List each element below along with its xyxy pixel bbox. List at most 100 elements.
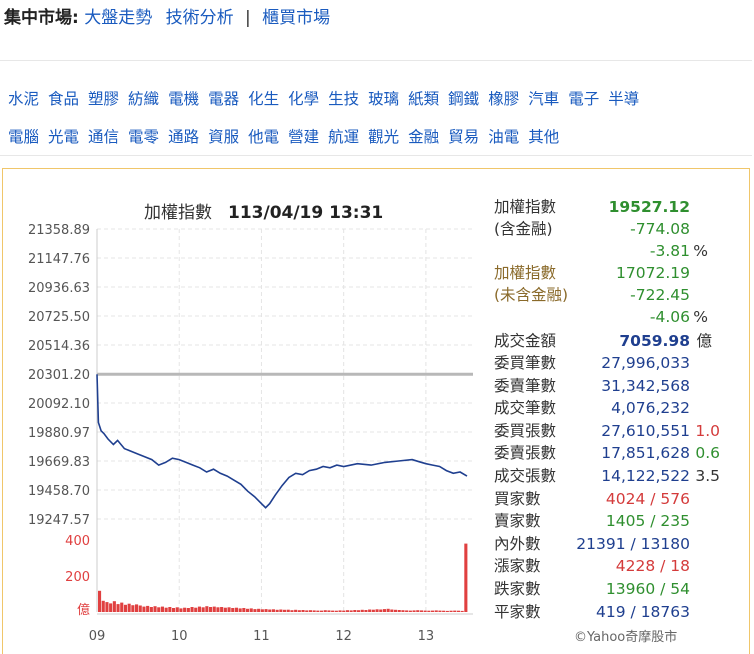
volume-bar bbox=[320, 610, 324, 612]
category-link[interactable]: 鋼鐵 bbox=[448, 90, 480, 108]
volume-bar bbox=[308, 610, 312, 612]
volume-bar bbox=[460, 610, 464, 612]
stat-row: 內外數 21391 / 13180 bbox=[494, 533, 724, 555]
volume-bar bbox=[331, 610, 335, 612]
volume-axis: 400 200 億 bbox=[65, 534, 90, 618]
ex-fin-row: 加權指數 17072.19 bbox=[494, 262, 724, 284]
category-link[interactable]: 化生 bbox=[248, 90, 280, 108]
volume-bar bbox=[286, 609, 290, 612]
category-link[interactable]: 水泥 bbox=[8, 90, 40, 108]
category-link[interactable]: 食品 bbox=[48, 90, 80, 108]
link-technical-analysis[interactable]: 技術分析 bbox=[165, 8, 234, 28]
volume-bar bbox=[216, 607, 220, 612]
category-link[interactable]: 其他 bbox=[528, 128, 560, 146]
y-tick-label: 19247.57 bbox=[28, 513, 90, 528]
y-tick-label: 19880.97 bbox=[28, 426, 90, 441]
stat-value: 4228 / 18 bbox=[615, 557, 690, 576]
x-tick-label: 09 bbox=[89, 629, 106, 644]
category-link[interactable]: 紙類 bbox=[408, 90, 440, 108]
category-link[interactable]: 油電 bbox=[488, 128, 520, 146]
volume-bar bbox=[164, 607, 168, 612]
category-link[interactable]: 電機 bbox=[168, 90, 200, 108]
stat-ratio: 1.0 bbox=[695, 421, 720, 440]
volume-bar bbox=[260, 609, 264, 612]
category-link[interactable]: 汽車 bbox=[528, 90, 560, 108]
stat-row: 成交張數 14,122,522 3.5 bbox=[494, 465, 724, 487]
volume-bar bbox=[316, 610, 320, 612]
volume-tick-label: 400 bbox=[65, 534, 90, 549]
volume-bar bbox=[242, 608, 246, 612]
volume-bar bbox=[371, 609, 375, 612]
volume-bar bbox=[234, 607, 238, 612]
category-link[interactable]: 電腦 bbox=[8, 128, 40, 146]
volume-bar bbox=[201, 607, 205, 612]
index-panel bbox=[2, 168, 750, 654]
category-link[interactable]: 電子 bbox=[568, 90, 600, 108]
volume-bar bbox=[442, 610, 446, 612]
category-link[interactable]: 觀光 bbox=[368, 128, 400, 146]
category-link[interactable]: 玻璃 bbox=[368, 90, 400, 108]
volume-bar bbox=[264, 609, 268, 612]
category-link[interactable]: 電零 bbox=[128, 128, 160, 146]
x-tick-label: 13 bbox=[418, 629, 435, 644]
market-nav: 集中市場: 大盤走勢 技術分析 | 櫃買市場 bbox=[4, 6, 330, 30]
taiex-value: 19527.12 bbox=[608, 198, 690, 216]
volume-bar bbox=[427, 610, 431, 612]
category-link[interactable]: 航運 bbox=[328, 128, 360, 146]
volume-tick-label: 200 bbox=[65, 570, 90, 585]
volume-bar bbox=[268, 609, 272, 612]
volume-bar bbox=[105, 602, 109, 612]
stat-row: 委買張數 27,610,551 1.0 bbox=[494, 420, 724, 442]
link-market-trend[interactable]: 大盤走勢 bbox=[84, 8, 153, 28]
category-link[interactable]: 貿易 bbox=[448, 128, 480, 146]
volume-bar bbox=[183, 607, 187, 612]
ex-fin-pct-row: -4.06 % bbox=[494, 306, 724, 328]
volume-bar bbox=[271, 609, 275, 612]
taiex-change-row: (含金融) -774.08 bbox=[494, 218, 724, 240]
category-link[interactable]: 營建 bbox=[288, 128, 320, 146]
chart-timestamp: 113/04/19 13:31 bbox=[228, 203, 383, 223]
category-link[interactable]: 資服 bbox=[208, 128, 240, 146]
volume-bar bbox=[357, 610, 361, 612]
category-link[interactable]: 通信 bbox=[88, 128, 120, 146]
volume-bar bbox=[397, 610, 401, 612]
stat-row: 成交筆數 4,076,232 bbox=[494, 397, 724, 419]
taiex-change: -774.08 bbox=[630, 220, 690, 238]
turnover-value: 7059.98 bbox=[619, 332, 690, 350]
stat-row: 跌家數 13960 / 54 bbox=[494, 578, 724, 600]
y-tick-label: 21358.89 bbox=[28, 223, 90, 238]
copyright: ©Yahoo奇摩股市 bbox=[574, 630, 678, 645]
volume-bar bbox=[179, 608, 183, 612]
category-link[interactable]: 橡膠 bbox=[488, 90, 520, 108]
link-otc-market[interactable]: 櫃買市場 bbox=[262, 8, 331, 28]
stat-value: 1405 / 235 bbox=[605, 512, 690, 531]
volume-bar bbox=[431, 610, 435, 612]
x-tick-label: 10 bbox=[171, 629, 188, 644]
category-link[interactable]: 半導 bbox=[608, 90, 640, 108]
category-link[interactable]: 他電 bbox=[248, 128, 280, 146]
volume-bar bbox=[275, 609, 279, 612]
category-link[interactable]: 塑膠 bbox=[88, 90, 120, 108]
category-link[interactable]: 光電 bbox=[48, 128, 80, 146]
category-link[interactable]: 化學 bbox=[288, 90, 320, 108]
category-link[interactable]: 金融 bbox=[408, 128, 440, 146]
volume-bar bbox=[153, 606, 157, 612]
volume-bar bbox=[464, 543, 468, 612]
stat-row: 委賣張數 17,851,628 0.6 bbox=[494, 442, 724, 464]
volume-bar bbox=[197, 606, 201, 612]
category-link[interactable]: 通路 bbox=[168, 128, 200, 146]
stat-label: 委買張數 bbox=[494, 421, 557, 440]
volume-bar bbox=[334, 610, 338, 612]
x-tick-label: 12 bbox=[335, 629, 352, 644]
volume-bar bbox=[353, 610, 357, 612]
category-link[interactable]: 電器 bbox=[208, 90, 240, 108]
volume-bar bbox=[138, 605, 142, 612]
volume-bar bbox=[456, 610, 460, 612]
stat-value: 13960 / 54 bbox=[605, 580, 690, 598]
category-link[interactable]: 生技 bbox=[328, 90, 360, 108]
volume-bar bbox=[419, 610, 423, 612]
category-link[interactable]: 紡織 bbox=[128, 90, 160, 108]
volume-bar bbox=[172, 608, 176, 612]
y-tick-label: 20936.63 bbox=[28, 281, 90, 296]
volume-bar bbox=[253, 609, 257, 612]
